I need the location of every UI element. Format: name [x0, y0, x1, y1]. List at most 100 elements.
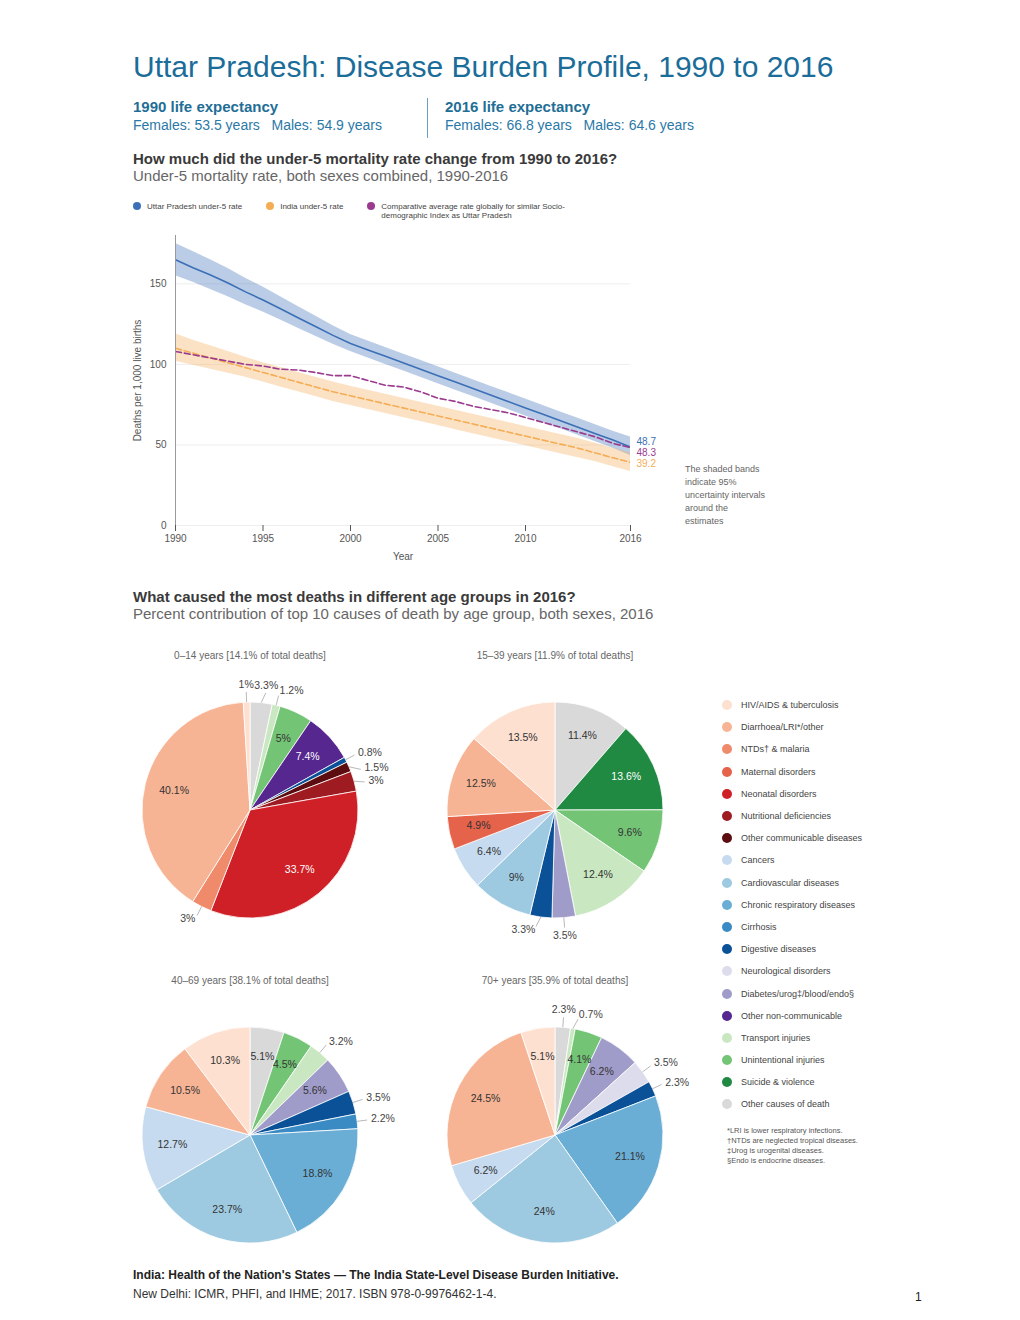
html-text:Comparative average rate globa: Comparative average rate globally for si…	[381, 202, 565, 220]
html-text:What caused the most deaths in: What caused the most deaths in different…	[133, 588, 576, 605]
svg-text:2005: 2005	[427, 533, 450, 544]
svg-text:4.9%: 4.9%	[467, 819, 491, 831]
svg-text:1.2%: 1.2%	[280, 684, 304, 696]
svg-text:12.7%: 12.7%	[158, 1138, 188, 1150]
svg-text:3.2%: 3.2%	[329, 1035, 353, 1047]
svg-text:3.5%: 3.5%	[553, 929, 577, 941]
svg-text:2.3%: 2.3%	[552, 1003, 576, 1015]
svg-text:40.1%: 40.1%	[159, 784, 189, 796]
html-text:Females: 53.5 years Males: 54.: Females: 53.5 years Males: 54.9 years	[133, 117, 382, 133]
svg-text:3.3%: 3.3%	[254, 679, 278, 691]
html-text:15–39 years [11.9% of total de: 15–39 years [11.9% of total deaths]	[476, 650, 634, 661]
html-text:Maternal disorders: Maternal disorders	[741, 766, 816, 777]
html-text:Uttar Pradesh under-5 rate: Uttar Pradesh under-5 rate	[147, 202, 243, 211]
svg-text:3.3%: 3.3%	[511, 923, 535, 935]
svg-text:1990: 1990	[164, 533, 187, 544]
html-text:40–69 years [38.1% of total de: 40–69 years [38.1% of total deaths]	[171, 975, 329, 986]
html-text:Cirrhosis: Cirrhosis	[741, 922, 777, 932]
svg-text:2016: 2016	[619, 533, 642, 544]
html-text:Females: 66.8 years Males: 64.: Females: 66.8 years Males: 64.6 years	[445, 117, 694, 133]
svg-text:1995: 1995	[252, 533, 275, 544]
html-text:Suicide & violence: Suicide & violence	[741, 1077, 815, 1088]
html-text:Neurological disorders: Neurological disorders	[741, 966, 831, 977]
html-text:Cardiovascular diseases: Cardiovascular diseases	[741, 877, 839, 888]
svg-text:0.7%: 0.7%	[579, 1008, 603, 1020]
html-text:Chronic respiratory diseases: Chronic respiratory diseases	[741, 899, 855, 910]
svg-text:Deaths per 1,000 live births: Deaths per 1,000 live births	[132, 320, 143, 442]
svg-text:Year: Year	[393, 551, 414, 562]
svg-text:6.2%: 6.2%	[474, 1164, 498, 1176]
html-text:1990 life expectancy: 1990 life expectancy	[133, 98, 279, 115]
svg-text:12.5%: 12.5%	[466, 777, 496, 789]
svg-text:7.4%: 7.4%	[296, 750, 320, 762]
html-text:Neonatal disorders: Neonatal disorders	[741, 788, 817, 799]
html-text:India under-5 rate: India under-5 rate	[280, 202, 344, 211]
html-text:Percent contribution of top 10: Percent contribution of top 10 causes of…	[133, 605, 654, 622]
svg-text:24%: 24%	[534, 1205, 555, 1217]
svg-text:3%: 3%	[180, 912, 195, 924]
svg-text:5.6%: 5.6%	[303, 1084, 327, 1096]
svg-text:10.3%: 10.3%	[210, 1054, 240, 1066]
html-text:How much did the under-5 morta: How much did the under-5 mortality rate …	[133, 150, 618, 167]
html-text:Other communicable diseases: Other communicable diseases	[741, 833, 863, 844]
svg-text:3%: 3%	[368, 774, 383, 786]
svg-text:13.5%: 13.5%	[508, 731, 538, 743]
html-text:70+ years [35.9% of total deat: 70+ years [35.9% of total deaths]	[481, 975, 629, 986]
html-text:†NTDs are neglected tropical d: †NTDs are neglected tropical diseases.	[727, 1136, 858, 1145]
svg-text:9.6%: 9.6%	[618, 826, 642, 838]
svg-text:23.7%: 23.7%	[212, 1203, 242, 1215]
svg-text:2.3%: 2.3%	[665, 1075, 689, 1087]
html-text:Diarrhoea/LRI*/other: Diarrhoea/LRI*/other	[741, 722, 824, 733]
svg-text:48.3: 48.3	[637, 447, 657, 458]
svg-text:13.6%: 13.6%	[611, 770, 641, 782]
html-text:Digestive diseases: Digestive diseases	[741, 944, 816, 955]
html-text:HIV/AIDS & tuberculosis: HIV/AIDS & tuberculosis	[741, 700, 839, 711]
svg-text:21.1%: 21.1%	[615, 1150, 645, 1162]
svg-text:5.1%: 5.1%	[531, 1050, 555, 1062]
html-text:2016 life expectancy: 2016 life expectancy	[445, 98, 591, 115]
html-text:*LRI is lower respiratory infe: *LRI is lower respiratory infections.	[727, 1126, 843, 1135]
svg-text:5%: 5%	[276, 732, 291, 744]
html-text:Uttar Pradesh: Disease Burden: Uttar Pradesh: Disease Burden Profile, 1…	[133, 50, 834, 83]
svg-text:4.1%: 4.1%	[567, 1053, 591, 1065]
html-text:NTDs† & malaria: NTDs† & malaria	[741, 744, 810, 755]
html-text:India: Health of the Nation's: India: Health of the Nation's States — T…	[133, 1268, 619, 1282]
svg-text:2010: 2010	[514, 533, 537, 544]
svg-text:39.2: 39.2	[637, 458, 657, 469]
svg-text:3.5%: 3.5%	[654, 1056, 678, 1068]
svg-text:5.1%: 5.1%	[251, 1050, 275, 1062]
svg-text:2000: 2000	[339, 533, 362, 544]
svg-text:1.5%: 1.5%	[365, 761, 389, 773]
html-text:0–14 years [14.1% of total dea: 0–14 years [14.1% of total deaths]	[174, 650, 326, 661]
html-text:Other causes of death: Other causes of death	[741, 1099, 830, 1110]
svg-text:11.4%: 11.4%	[568, 729, 597, 741]
svg-text:100: 100	[150, 359, 167, 370]
svg-text:150: 150	[150, 278, 167, 289]
svg-text:33.7%: 33.7%	[285, 863, 315, 875]
html-text:‡Urog is urogenital diseases.: ‡Urog is urogenital diseases.	[727, 1146, 824, 1155]
html-text:The shaded bands indicate 95%: The shaded bands indicate 95% uncertaint…	[685, 464, 765, 526]
html-text:New Delhi: ICMR, PHFI, and IHM: New Delhi: ICMR, PHFI, and IHME; 2017. I…	[133, 1287, 497, 1301]
svg-text:50: 50	[155, 439, 167, 450]
html-text:Under-5 mortality rate, both s: Under-5 mortality rate, both sexes combi…	[133, 167, 509, 184]
svg-text:3.5%: 3.5%	[366, 1091, 390, 1103]
svg-text:24.5%: 24.5%	[471, 1092, 501, 1104]
svg-text:9%: 9%	[509, 871, 524, 883]
svg-text:0.8%: 0.8%	[358, 746, 382, 758]
svg-text:48.7: 48.7	[637, 436, 657, 447]
svg-text:18.8%: 18.8%	[303, 1167, 333, 1179]
html-text:Diabetes/urog‡/blood/endo§: Diabetes/urog‡/blood/endo§	[741, 988, 855, 999]
svg-text:0: 0	[161, 520, 167, 531]
html-text:Nutritional deficiencies: Nutritional deficiencies	[741, 811, 831, 821]
svg-text:10.5%: 10.5%	[170, 1084, 200, 1096]
html-text:Unintentional injuries: Unintentional injuries	[741, 1055, 825, 1066]
svg-text:6.2%: 6.2%	[590, 1065, 614, 1077]
html-text:Cancers: Cancers	[741, 855, 775, 866]
svg-text:2.2%: 2.2%	[371, 1112, 395, 1124]
html-text:Transport injuries: Transport injuries	[741, 1032, 811, 1043]
svg-text:6.4%: 6.4%	[477, 845, 501, 857]
svg-text:1%: 1%	[239, 678, 254, 690]
svg-text:4.5%: 4.5%	[273, 1058, 297, 1070]
html-text:Other non-communicable: Other non-communicable	[741, 1010, 843, 1021]
svg-text:12.4%: 12.4%	[583, 868, 613, 880]
